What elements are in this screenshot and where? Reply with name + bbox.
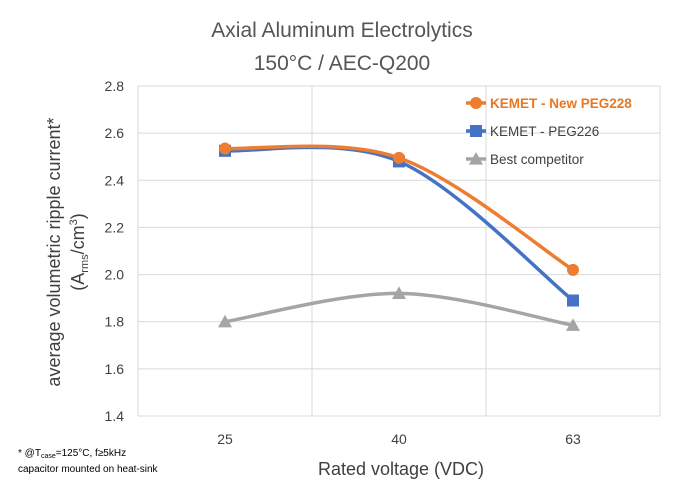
y-tick-label: 2.8: [105, 78, 125, 94]
x-tick-labels: 25 40 63: [217, 431, 581, 447]
data-point-kemet-new-peg228: [219, 142, 231, 155]
legend: KEMET - New PEG228 KEMET - PEG226 Best com…: [466, 96, 632, 167]
data-point-kemet-new-peg228: [567, 263, 579, 276]
series-best-competitor: [218, 286, 580, 331]
series-kemet-new-peg228: [219, 142, 579, 276]
y-axis-unit-suffix: ): [68, 213, 88, 219]
footnote-line2: capacitor mounted on heat-sink: [18, 464, 159, 475]
y-axis-unit-sub: rms: [79, 254, 91, 273]
data-point-best-competitor: [218, 314, 232, 328]
data-point-best-competitor: [392, 286, 406, 300]
y-axis-title-line2: (Arms/cm3): [68, 213, 91, 290]
series: [218, 142, 580, 331]
legend-marker: [469, 152, 483, 165]
y-axis-unit-mid: /cm: [68, 225, 88, 254]
footnote-prefix: * @T: [18, 448, 41, 459]
legend-entry-kemet-peg226: KEMET - PEG226: [466, 124, 599, 139]
chart-title: Axial Aluminum Electrolytics: [211, 19, 472, 42]
y-tick-label: 2.0: [105, 267, 125, 283]
x-axis-title: Rated voltage (VDC): [318, 459, 484, 479]
legend-label: Best competitor: [490, 152, 584, 167]
y-axis-unit-prefix: (A: [68, 273, 88, 291]
footnote-line1: * @Tcase=125°C, f≥5kHz: [18, 448, 126, 460]
y-tick-label: 2.4: [105, 172, 125, 188]
y-axis-title-line1: average volumetric ripple current*: [44, 117, 64, 386]
x-tick-label: 40: [391, 431, 407, 447]
legend-entry-kemet-new-peg228: KEMET - New PEG228: [466, 96, 632, 111]
y-tick-label: 1.6: [105, 361, 125, 377]
y-axis-title: average volumetric ripple current* (Arms…: [44, 117, 91, 386]
data-point-best-competitor: [566, 318, 580, 331]
data-point-kemet-new-peg228: [393, 151, 405, 164]
legend-marker: [470, 97, 482, 109]
x-tick-label: 63: [565, 431, 581, 447]
legend-marker: [470, 125, 482, 137]
x-tick-label: 25: [217, 431, 233, 447]
y-tick-label: 2.6: [105, 125, 125, 141]
y-tick-label: 2.2: [105, 219, 125, 235]
data-point-kemet-peg226: [567, 294, 579, 307]
footnote-sub: case: [41, 453, 56, 460]
y-axis-unit-sup: 3: [68, 219, 80, 225]
chart-subtitle: 150°C / AEC-Q200: [254, 52, 431, 75]
footnote-suffix: =125°C, f≥5kHz: [56, 448, 126, 459]
y-tick-label: 1.8: [105, 314, 125, 330]
legend-label: KEMET - PEG226: [490, 124, 599, 139]
y-tick-label: 1.4: [105, 408, 125, 424]
y-tick-labels: 1.4 1.6 1.8 2.0 2.2 2.4 2.6 2.8: [105, 78, 125, 424]
legend-entry-best-competitor: Best competitor: [466, 152, 584, 167]
legend-label: KEMET - New PEG228: [490, 96, 632, 111]
